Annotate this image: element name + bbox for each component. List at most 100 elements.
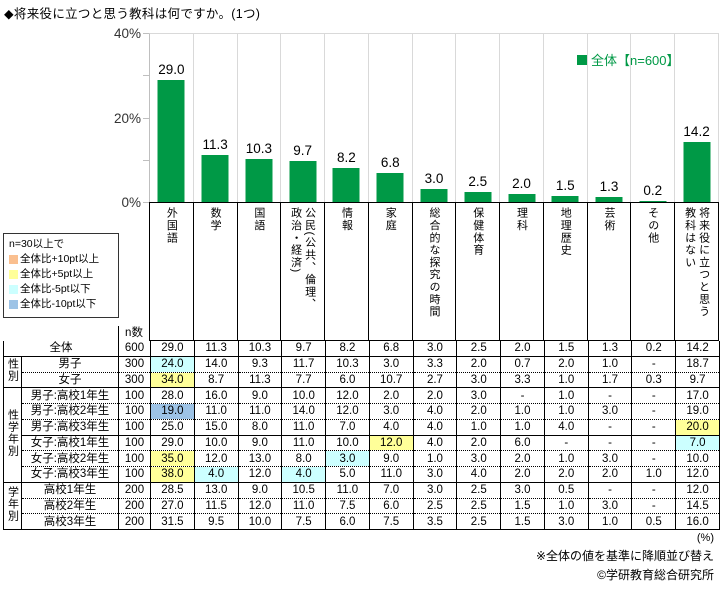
value-cell: 3.0 [456, 450, 502, 467]
value-cell: 0.3 [631, 372, 677, 389]
value-cell: 2.0 [587, 466, 633, 483]
value-cell: 1.0 [543, 372, 589, 389]
sort-note: ※全体の値を基準に降順並び替え [535, 549, 714, 563]
value-cell: 12.0 [368, 435, 414, 452]
value-cell: 10.5 [281, 482, 327, 499]
category-label: 保健体育 [471, 207, 484, 257]
y-axis-label: 20% [113, 110, 141, 126]
value-cell: 9.0 [237, 387, 283, 404]
value-cell: 7.0 [325, 419, 370, 436]
table-row: 性別 男子 300 24.0 14.0 9.3 11.7 10.3 3.0 3.3 2.0 0.7 2.… [3, 356, 720, 389]
category-cell: 数学 [194, 203, 238, 340]
value-cell: 9.7 [281, 341, 327, 357]
category-cell: 公民(公共、倫理、政治・経済) [281, 203, 326, 340]
bar-value-label: 10.3 [245, 140, 273, 156]
value-cell: 3.0 [587, 498, 633, 515]
value-cell: 10.0 [237, 513, 283, 530]
value-cell: 2.0 [456, 435, 502, 452]
bar-value-label: 11.3 [202, 136, 228, 152]
value-cell: 2.0 [368, 387, 414, 404]
comparison-swatch-icon [9, 300, 18, 309]
value-cell: 10.7 [368, 372, 414, 389]
category-label: 将来役に立つと思う教科はない [683, 207, 710, 318]
value-cell: 4.0 [368, 419, 414, 436]
chart-column: 1.3 [588, 34, 632, 202]
value-cell: 7.5 [281, 513, 327, 530]
value-cell: 6.0 [325, 513, 370, 530]
value-cell: 7.0 [368, 482, 414, 499]
value-cell: 14.5 [675, 498, 720, 515]
value-cell: - [631, 403, 677, 420]
n-value: 300 [118, 372, 151, 389]
value-cell: 3.0 [456, 372, 502, 389]
category-cell: 国語 [238, 203, 282, 340]
value-cell: 6.0 [500, 435, 545, 452]
y-axis-tick [143, 33, 149, 34]
value-cell: 0.7 [500, 356, 545, 373]
value-cell: 1.0 [543, 498, 589, 515]
value-cell: - [587, 419, 633, 436]
category-cell: 将来役に立つと思う教科はない [675, 203, 719, 340]
comparison-legend-item: 全体比+10pt以上 [9, 252, 113, 267]
value-cell: 5.0 [325, 466, 370, 483]
value-cell: 28.5 [150, 482, 195, 499]
value-cell: 11.0 [281, 419, 327, 436]
value-cell: 10.3 [325, 356, 370, 373]
value-cell: 24.0 [150, 356, 195, 373]
table-row: 女子:高校2年生 100 35.0 12.0 13.0 8.0 3.0 9.0 1.0 3.0 2.… [4, 450, 720, 467]
category-label: 理科 [515, 207, 528, 232]
value-cell: 3.0 [412, 482, 458, 499]
value-cell: 11.5 [193, 498, 239, 515]
row-label: 男子 [21, 356, 119, 373]
bar [376, 173, 404, 202]
bar [639, 201, 667, 202]
bar [508, 193, 535, 202]
bar-value-label: 0.2 [643, 183, 663, 199]
value-cell: 6.8 [368, 341, 414, 357]
y-axis-tick [143, 75, 149, 77]
value-cell: 4.0 [281, 466, 327, 483]
value-cell: 4.0 [412, 435, 458, 452]
row-label: 高校2年生 [21, 498, 119, 515]
category-label: その他 [646, 207, 659, 244]
bar-value-label: 8.2 [337, 149, 356, 165]
value-cell: 11.0 [281, 435, 327, 452]
chart-column: 10.3 [238, 34, 282, 202]
n-value: 100 [118, 387, 151, 404]
value-cell: 11.0 [193, 403, 239, 420]
row-label: 高校3年生 [21, 513, 119, 530]
bar [464, 191, 492, 202]
chart-legend: 全体【n=600】 [577, 50, 680, 69]
value-cell: 4.0 [543, 419, 589, 436]
value-cell: 34.0 [150, 372, 195, 389]
value-cell: 3.0 [543, 513, 589, 530]
value-cell: - [543, 435, 589, 452]
n-value: 600 [118, 341, 151, 357]
value-cell: 8.0 [281, 450, 327, 467]
row-label: 女子:高校2年生 [21, 450, 119, 467]
value-cell: 1.5 [500, 513, 545, 530]
value-cell: 2.5 [456, 482, 502, 499]
value-cell: 1.0 [412, 450, 458, 467]
chart-column: 2.5 [456, 34, 501, 202]
bar-value-label: 29.0 [158, 62, 185, 78]
value-cell: 1.7 [587, 372, 633, 389]
value-cell: 38.0 [150, 466, 195, 483]
n-value: 200 [118, 513, 151, 530]
value-cell: 14.2 [675, 341, 720, 357]
value-cell: 2.0 [500, 341, 545, 357]
table-row: 男子:高校3年生 100 25.0 15.0 8.0 11.0 7.0 4.0 4.0 1.0 1.… [4, 419, 720, 436]
value-cell: 1.5 [543, 341, 589, 357]
value-cell: 12.0 [325, 387, 370, 404]
chart-column: 2.0 [500, 34, 544, 202]
value-cell: 2.5 [456, 513, 502, 530]
bar-value-label: 14.2 [683, 124, 710, 140]
n-value: 100 [118, 466, 151, 483]
bar-value-label: 3.0 [424, 171, 444, 187]
value-cell: 12.0 [675, 482, 720, 499]
value-cell: 2.5 [456, 341, 502, 357]
value-cell: 3.0 [368, 403, 414, 420]
category-cell: 総合的な探究の時間 [413, 203, 457, 340]
value-cell: 1.0 [543, 387, 589, 404]
value-cell: 1.0 [543, 450, 589, 467]
